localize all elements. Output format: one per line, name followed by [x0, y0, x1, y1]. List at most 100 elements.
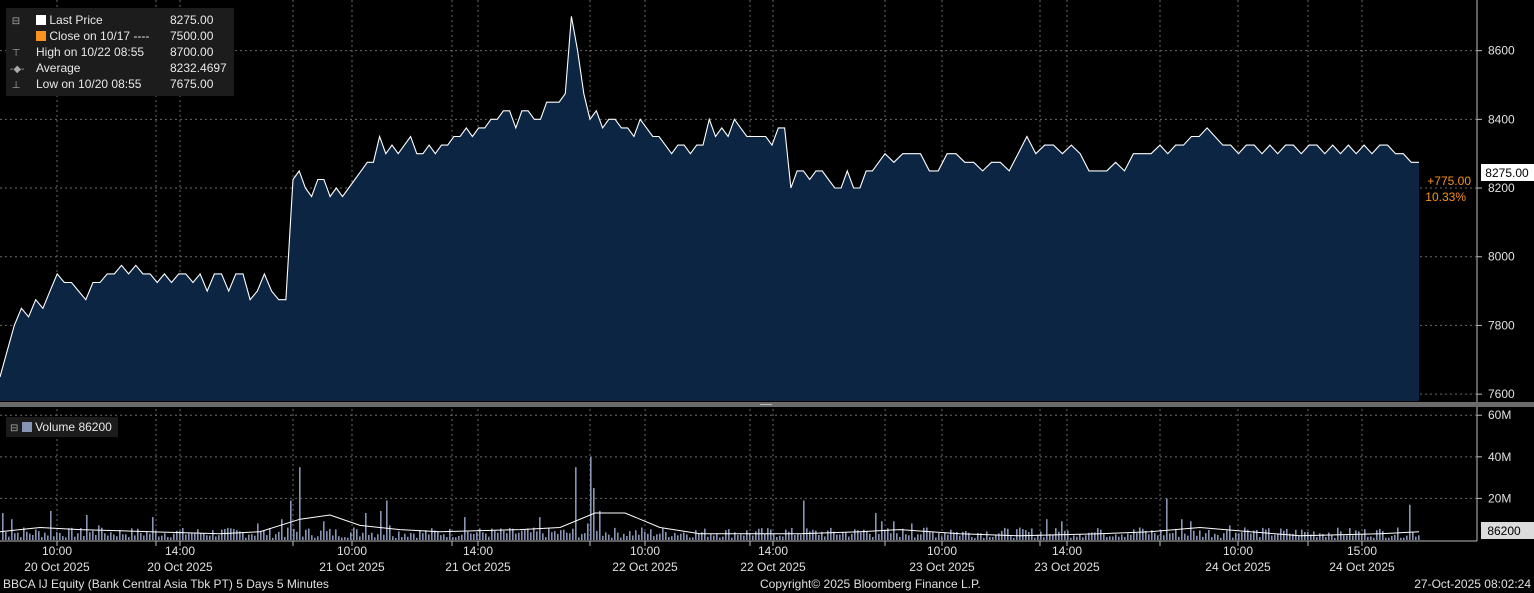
- volume-bar: [107, 535, 109, 540]
- volume-bar: [776, 537, 778, 540]
- volume-bar: [830, 527, 832, 540]
- volume-bar: [683, 532, 685, 540]
- volume-bar: [380, 510, 382, 540]
- volume-bar: [1244, 527, 1246, 540]
- date-tick-label: 24 Oct 2025: [1329, 560, 1395, 574]
- volume-bar: [584, 533, 586, 540]
- collapse-icon[interactable]: ⊟: [11, 16, 21, 27]
- volume-bar: [74, 536, 76, 540]
- volume-bar: [956, 532, 958, 540]
- volume-bar: [131, 528, 133, 540]
- volume-bar: [1247, 529, 1249, 540]
- time-tick-label: 10:00: [1223, 544, 1253, 558]
- volume-bar: [176, 530, 178, 540]
- volume-bar: [524, 529, 526, 540]
- volume-bar: [818, 535, 820, 540]
- volume-bar: [992, 537, 994, 540]
- volume-bar: [758, 528, 760, 540]
- volume-bar: [1127, 533, 1129, 540]
- price-tick-label: 8200: [1488, 181, 1515, 195]
- volume-bar: [1229, 525, 1231, 540]
- volume-bar: [1337, 527, 1339, 540]
- volume-bar: [1178, 536, 1180, 540]
- volume-bar: [290, 500, 292, 540]
- volume-bar: [764, 533, 766, 540]
- volume-bar: [389, 525, 391, 540]
- volume-bar: [503, 530, 505, 540]
- volume-bar: [1316, 537, 1318, 540]
- date-tick-label: 20 Oct 2025: [147, 560, 213, 574]
- volume-bar: [2, 513, 4, 540]
- volume-bar: [1352, 535, 1354, 540]
- volume-bar: [65, 537, 67, 540]
- volume-bar: [239, 531, 241, 540]
- volume-bar: [377, 534, 379, 540]
- volume-bar: [260, 530, 262, 540]
- volume-bar: [1133, 529, 1135, 540]
- legend-average: -◆- Average 8232.4697: [10, 60, 227, 76]
- volume-tick-label: 60M: [1488, 408, 1511, 422]
- volume-bar: [848, 536, 850, 540]
- volume-bar: [485, 533, 487, 540]
- volume-bar: [533, 527, 535, 540]
- time-tick-label: 10:00: [630, 544, 660, 558]
- volume-bar: [491, 528, 493, 540]
- volume-bar: [494, 531, 496, 540]
- volume-bar: [947, 534, 949, 540]
- volume-bar: [1151, 530, 1153, 540]
- footer-copyright: Copyright© 2025 Bloomberg Finance L.P.: [760, 577, 981, 591]
- volume-bar: [1175, 528, 1177, 540]
- volume-bar: [707, 536, 709, 540]
- legend-last-price: ⊟ Last Price 8275.00: [10, 12, 214, 28]
- volume-bar: [1046, 519, 1048, 540]
- volume-bar: [218, 535, 220, 540]
- collapse-icon[interactable]: ⊟: [10, 423, 19, 434]
- volume-legend: ⊟ Volume 86200: [6, 417, 118, 437]
- volume-bar: [1166, 498, 1168, 540]
- high-marker-icon: ⊤: [11, 48, 21, 59]
- volume-bar: [629, 531, 631, 540]
- volume-bar: [563, 529, 565, 540]
- volume-bar: [188, 533, 190, 540]
- volume-bar: [842, 532, 844, 540]
- volume-bar: [965, 531, 967, 540]
- volume-bar: [1370, 536, 1372, 540]
- volume-bar: [896, 533, 898, 540]
- volume-bar: [464, 517, 466, 540]
- volume-bar: [413, 533, 415, 540]
- volume-bar: [608, 534, 610, 540]
- volume-bar: [797, 534, 799, 540]
- volume-bar: [839, 534, 841, 540]
- volume-bar: [299, 467, 301, 540]
- volume-bar: [1241, 532, 1243, 540]
- volume-bar: [920, 534, 922, 540]
- volume-bar: [644, 531, 646, 540]
- volume-bar: [62, 536, 64, 540]
- volume-bar: [1373, 537, 1375, 540]
- volume-bar: [587, 523, 589, 540]
- volume-bar: [734, 532, 736, 540]
- volume-bar: [1328, 532, 1330, 540]
- volume-bar: [140, 533, 142, 540]
- volume-bar: [1355, 530, 1357, 540]
- volume-bar: [509, 527, 511, 540]
- volume-bar: [554, 531, 556, 540]
- volume-bar: [641, 527, 643, 540]
- volume-bar: [254, 535, 256, 540]
- volume-bar: [1076, 536, 1078, 540]
- volume-bar: [680, 533, 682, 540]
- change-pct: 10.33%: [1425, 190, 1466, 204]
- volume-bar: [77, 533, 79, 540]
- volume-bar: [623, 533, 625, 540]
- volume-bar: [146, 531, 148, 540]
- volume-bar: [854, 529, 856, 540]
- volume-bar: [1163, 535, 1165, 540]
- volume-bar: [731, 537, 733, 540]
- volume-bar: [152, 517, 154, 540]
- volume-bar: [104, 533, 106, 540]
- volume-bar: [1190, 521, 1192, 540]
- volume-bar: [770, 529, 772, 540]
- volume-bar: [875, 513, 877, 540]
- volume-bar: [1250, 533, 1252, 540]
- volume-bar: [1331, 535, 1333, 540]
